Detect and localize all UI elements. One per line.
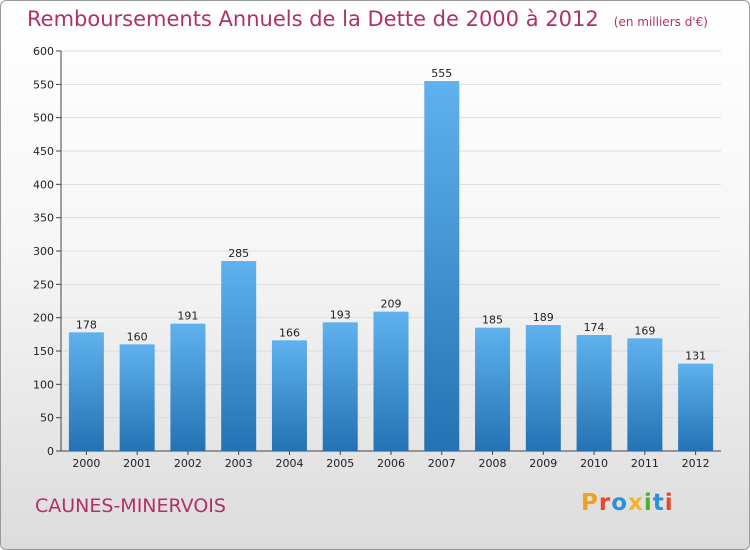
bar-value-label: 166 xyxy=(279,326,300,339)
axes: 0 50 100 150 200 250 300 350 400 450 500 550 600 2000… xyxy=(33,45,721,470)
x-tick-label: 2005 xyxy=(326,457,354,470)
y-tick-label: 250 xyxy=(33,278,54,291)
bar-value-label: 131 xyxy=(685,350,706,363)
bar xyxy=(525,325,561,451)
y-tick-label: 600 xyxy=(33,45,54,58)
y-tick-label: 150 xyxy=(33,345,54,358)
bar xyxy=(373,311,409,451)
bar xyxy=(119,344,155,451)
proxiti-logo: Proxiti xyxy=(581,490,674,516)
bar xyxy=(68,332,104,451)
bar xyxy=(576,335,612,451)
chart-unit: (en milliers d'€) xyxy=(613,15,708,29)
x-tick-label: 2007 xyxy=(428,457,456,470)
bar-value-label: 193 xyxy=(330,308,351,321)
y-tick-label: 500 xyxy=(33,112,54,125)
bar-value-label: 209 xyxy=(381,298,402,311)
x-tick-label: 2000 xyxy=(72,457,100,470)
logo-letter: i xyxy=(643,490,653,516)
x-tick-label: 2004 xyxy=(275,457,303,470)
bar-value-label: 285 xyxy=(228,247,249,260)
logo-letter: x xyxy=(628,490,644,516)
bar-value-label: 191 xyxy=(177,310,198,323)
x-tick-label: 2001 xyxy=(123,457,151,470)
bar-value-label: 189 xyxy=(533,311,554,324)
bar-value-label: 185 xyxy=(482,314,503,327)
y-tick-label: 300 xyxy=(33,245,54,258)
chart-title: Remboursements Annuels de la Dette de 20… xyxy=(27,7,708,31)
y-tick-label: 200 xyxy=(33,312,54,325)
town-name: CAUNES-MINERVOIS xyxy=(35,495,226,517)
bar xyxy=(271,340,307,451)
bars xyxy=(68,81,714,451)
bar xyxy=(170,323,206,451)
bar-value-label: 555 xyxy=(431,67,452,80)
x-tick-label: 2011 xyxy=(631,457,659,470)
x-tick-label: 2010 xyxy=(580,457,608,470)
bar xyxy=(221,261,257,451)
bar xyxy=(475,327,511,451)
bar-value-label: 178 xyxy=(76,318,97,331)
bar-value-label: 169 xyxy=(634,324,655,337)
y-tick-label: 350 xyxy=(33,212,54,225)
y-tick-label: 100 xyxy=(33,378,54,391)
logo-letter: o xyxy=(611,490,629,516)
y-tick-label: 400 xyxy=(33,178,54,191)
bar xyxy=(678,363,714,451)
y-tick-label: 450 xyxy=(33,145,54,158)
value-labels: 178 160 191 285 166 193 209 555 185 189 174 169 131 xyxy=(76,67,706,363)
chart-title-text: Remboursements Annuels de la Dette de 20… xyxy=(27,7,599,31)
x-tick-label: 2002 xyxy=(174,457,202,470)
bar xyxy=(322,322,358,451)
y-tick-label: 50 xyxy=(40,412,54,425)
logo-letter: r xyxy=(598,490,612,516)
bar xyxy=(424,81,460,451)
bar-value-label: 174 xyxy=(584,321,605,334)
logo-letter: P xyxy=(581,490,599,516)
x-tick-label: 2003 xyxy=(225,457,253,470)
bar xyxy=(627,338,663,451)
y-tick-label: 550 xyxy=(33,78,54,91)
bar-value-label: 160 xyxy=(127,330,148,343)
logo-letter: i xyxy=(664,490,674,516)
x-tick-label: 2008 xyxy=(479,457,507,470)
x-tick-label: 2006 xyxy=(377,457,405,470)
y-tick-label: 0 xyxy=(47,445,54,458)
logo-letter: t xyxy=(652,490,665,516)
x-tick-label: 2012 xyxy=(682,457,710,470)
x-tick-label: 2009 xyxy=(529,457,557,470)
